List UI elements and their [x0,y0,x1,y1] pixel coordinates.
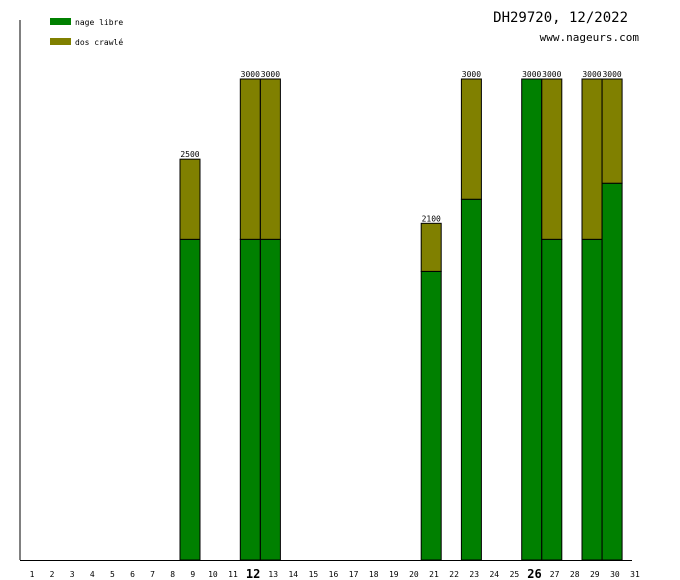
x-tick-13: 13 [268,570,278,579]
total-label-day-12: 3000 [241,70,260,79]
bar-day-27-series-1 [541,238,563,561]
x-tick-2: 2 [50,570,55,579]
bar-day-23-series-1 [460,198,482,561]
legend-swatch-1 [50,18,71,25]
x-tick-10: 10 [208,570,218,579]
x-tick-14: 14 [288,570,298,579]
total-label-day-21: 2100 [422,214,441,223]
x-tick-9: 9 [190,570,195,579]
x-tick-16: 16 [329,570,339,579]
x-tick-5: 5 [110,570,115,579]
bar-day-29-series-2 [581,78,603,240]
total-label-day-27: 3000 [542,70,561,79]
bar-day-23-series-2 [460,78,482,200]
bar-day-30-series-2 [601,78,623,184]
bars-layer [179,78,623,561]
x-tick-17: 17 [349,570,359,579]
bar-day-27-series-2 [541,78,563,240]
total-label-day-30: 3000 [602,70,621,79]
legend-swatch-2 [50,38,71,45]
x-tick-24: 24 [489,570,499,579]
x-tick-7: 7 [150,570,155,579]
x-tick-22: 22 [449,570,459,579]
x-tick-18: 18 [369,570,379,579]
bar-day-13-series-1 [259,238,281,561]
x-tick-28: 28 [570,570,580,579]
x-tick-6: 6 [130,570,135,579]
x-tick-31: 31 [630,570,640,579]
total-label-day-26: 3000 [522,70,541,79]
x-tick-19: 19 [389,570,399,579]
chart-title: DH29720, 12/2022 [493,10,628,26]
x-tick-20: 20 [409,570,419,579]
x-tick-27: 27 [550,570,560,579]
bar-day-9-series-1 [179,238,201,561]
total-label-day-23: 3000 [462,70,481,79]
x-tick-23: 23 [469,570,479,579]
x-tick-8: 8 [170,570,175,579]
x-tick-21: 21 [429,570,439,579]
x-tick-11: 11 [228,570,238,579]
x-tick-25: 25 [510,570,520,579]
legend-label-1: nage libre [75,18,123,27]
x-tick-3: 3 [70,570,75,579]
bar-day-30-series-1 [601,182,623,561]
legend-label-2: dos crawlé [75,37,123,47]
bar-day-12-series-1 [239,238,261,561]
bar-day-13-series-2 [259,78,281,240]
x-tick-1: 1 [30,570,35,579]
total-label-day-29: 3000 [582,70,601,79]
bar-day-9-series-2 [179,158,201,240]
legend: nage libre dos crawlé [50,18,123,47]
bar-day-26-series-1 [521,78,543,561]
total-label-day-13: 3000 [261,70,280,79]
bar-day-21-series-2 [420,222,442,272]
x-tick-12: 12 [246,567,260,580]
x-tick-15: 15 [309,570,319,579]
bar-day-29-series-1 [581,238,603,561]
bar-day-12-series-2 [239,78,261,240]
total-label-day-9: 2500 [180,150,199,159]
x-tick-26: 26 [527,567,541,580]
x-tick-30: 30 [610,570,620,579]
bar-day-21-series-1 [420,270,442,561]
x-tick-labels: 1 2 3 4 5 6 7 8 9 10 11 12 13 14 15 16 17 18 19 20 21 22 23 24 2… [30,567,640,580]
site-url: www.nageurs.com [540,31,640,44]
x-tick-29: 29 [590,570,600,579]
x-tick-4: 4 [90,570,95,579]
